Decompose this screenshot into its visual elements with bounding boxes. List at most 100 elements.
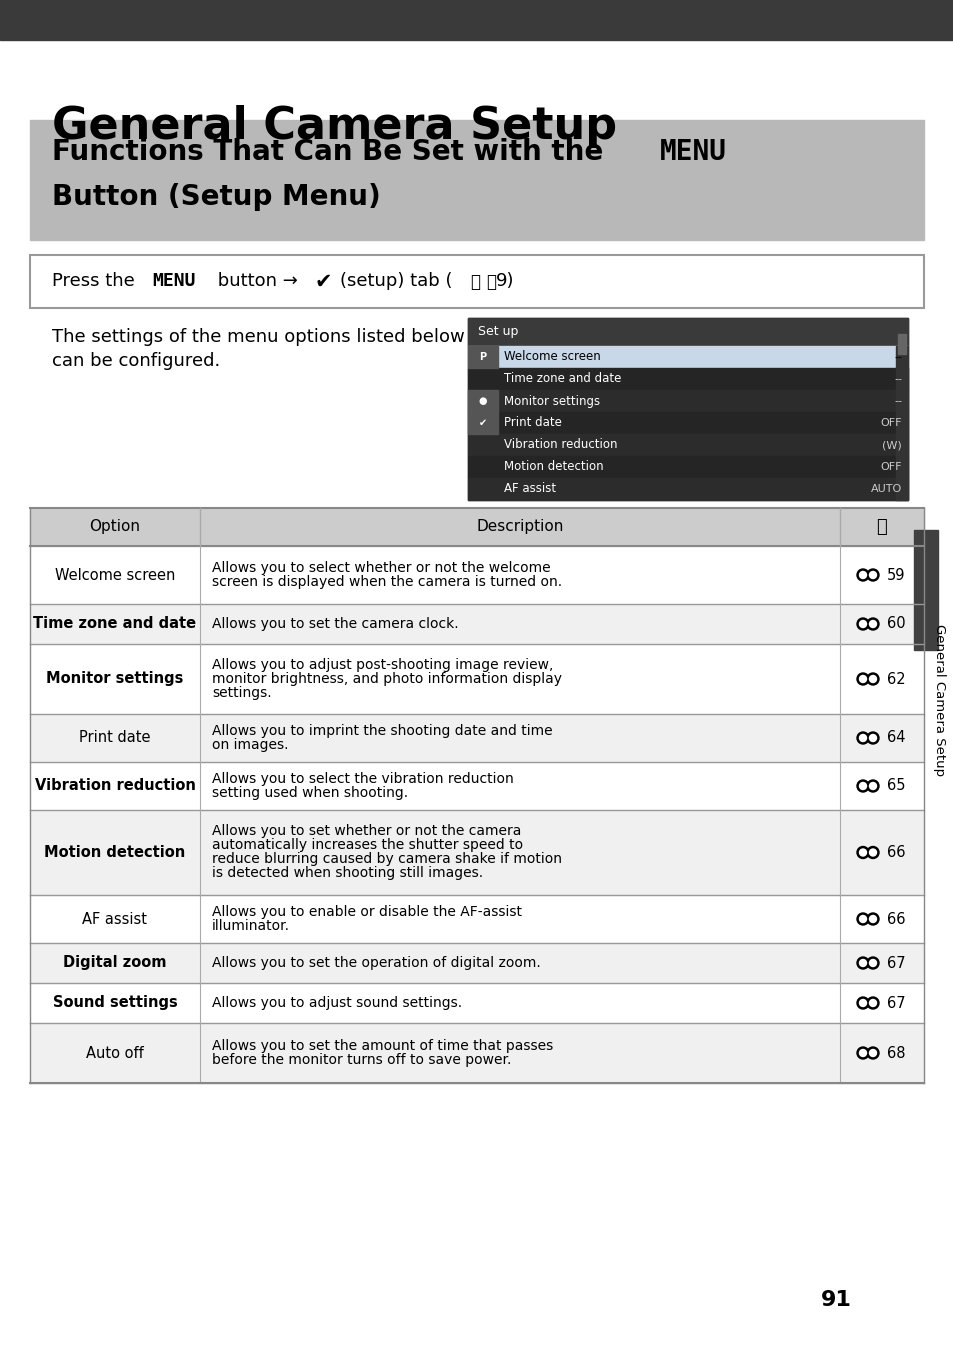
Text: AUTO: AUTO: [870, 484, 901, 494]
Text: on images.: on images.: [212, 738, 288, 752]
Circle shape: [859, 734, 865, 741]
Text: Allows you to adjust sound settings.: Allows you to adjust sound settings.: [212, 997, 461, 1010]
Circle shape: [868, 849, 876, 855]
Circle shape: [868, 959, 876, 967]
Text: Print date: Print date: [79, 730, 151, 745]
Text: Description: Description: [476, 519, 563, 534]
Bar: [865, 1050, 869, 1054]
Text: 64: 64: [886, 730, 904, 745]
Text: General Camera Setup: General Camera Setup: [52, 105, 617, 148]
Circle shape: [856, 732, 868, 744]
Bar: [897, 334, 905, 354]
Bar: [468, 346, 907, 369]
Text: Allows you to select whether or not the welcome: Allows you to select whether or not the …: [212, 561, 550, 576]
Text: General Camera Setup: General Camera Setup: [933, 624, 945, 776]
Text: Digital zoom: Digital zoom: [63, 955, 167, 971]
Bar: [0, 0, 953, 40]
Circle shape: [856, 569, 868, 581]
Text: 62: 62: [886, 671, 904, 686]
Text: OFF: OFF: [880, 418, 901, 428]
Text: 9): 9): [496, 273, 514, 291]
Circle shape: [866, 617, 878, 629]
Text: Button (Setup Menu): Button (Setup Menu): [52, 183, 380, 211]
Text: Option: Option: [90, 519, 140, 534]
Text: Time zone and date: Time zone and date: [503, 373, 620, 386]
Bar: [30, 508, 923, 546]
Text: ⧈: ⧈: [470, 273, 479, 291]
Text: ✔: ✔: [314, 272, 333, 292]
Text: Vibration reduction: Vibration reduction: [503, 438, 617, 452]
Text: MENU: MENU: [152, 273, 195, 291]
Bar: [468, 412, 497, 434]
Text: Allows you to imprint the shooting date and time: Allows you to imprint the shooting date …: [212, 724, 552, 738]
Circle shape: [868, 1049, 876, 1057]
Text: P: P: [479, 352, 486, 362]
Bar: [468, 456, 907, 477]
Text: 59: 59: [886, 568, 904, 582]
Text: 📖: 📖: [876, 518, 886, 537]
Circle shape: [866, 732, 878, 744]
Bar: [30, 604, 923, 644]
Text: --: --: [893, 374, 901, 385]
Bar: [865, 621, 869, 625]
Text: AF assist: AF assist: [503, 483, 556, 495]
Bar: [865, 677, 869, 681]
Text: Time zone and date: Time zone and date: [33, 616, 196, 632]
Text: ✔: ✔: [478, 418, 487, 428]
Circle shape: [859, 916, 865, 923]
Text: Vibration reduction: Vibration reduction: [34, 779, 195, 794]
Text: illuminator.: illuminator.: [212, 919, 290, 933]
Text: automatically increases the shutter speed to: automatically increases the shutter spee…: [212, 838, 522, 853]
Circle shape: [868, 783, 876, 790]
Circle shape: [856, 958, 868, 968]
Text: Set up: Set up: [477, 325, 517, 339]
Text: Allows you to enable or disable the AF-assist: Allows you to enable or disable the AF-a…: [212, 905, 521, 919]
Bar: [468, 317, 907, 346]
Text: Allows you to set the operation of digital zoom.: Allows you to set the operation of digit…: [212, 956, 540, 970]
Bar: [30, 120, 923, 239]
Circle shape: [866, 780, 878, 792]
Text: Print date: Print date: [503, 417, 561, 429]
Text: Allows you to adjust post-shooting image review,: Allows you to adjust post-shooting image…: [212, 658, 553, 672]
Text: Allows you to set the amount of time that passes: Allows you to set the amount of time tha…: [212, 1038, 553, 1053]
Bar: [30, 810, 923, 894]
Bar: [30, 1024, 923, 1083]
Circle shape: [866, 672, 878, 685]
Text: Auto off: Auto off: [86, 1045, 144, 1060]
Bar: [913, 530, 937, 650]
Text: is detected when shooting still images.: is detected when shooting still images.: [212, 866, 482, 881]
Text: (setup) tab (: (setup) tab (: [339, 273, 452, 291]
Text: 67: 67: [886, 955, 904, 971]
Circle shape: [856, 913, 868, 925]
Bar: [30, 943, 923, 983]
Circle shape: [866, 997, 878, 1009]
Circle shape: [856, 780, 868, 792]
Text: Welcome screen: Welcome screen: [54, 568, 175, 582]
Text: --: --: [893, 352, 901, 362]
Text: reduce blurring caused by camera shake if motion: reduce blurring caused by camera shake i…: [212, 853, 561, 866]
Circle shape: [859, 849, 865, 855]
Circle shape: [868, 916, 876, 923]
Circle shape: [866, 1046, 878, 1059]
Bar: [865, 960, 869, 964]
Text: can be configured.: can be configured.: [52, 352, 220, 370]
Circle shape: [856, 672, 868, 685]
Text: OFF: OFF: [880, 461, 901, 472]
FancyBboxPatch shape: [30, 256, 923, 308]
Text: Functions That Can Be Set with the: Functions That Can Be Set with the: [52, 139, 612, 165]
Bar: [468, 434, 907, 456]
Text: Sound settings: Sound settings: [52, 995, 177, 1010]
Circle shape: [866, 569, 878, 581]
Circle shape: [866, 846, 878, 858]
Bar: [30, 714, 923, 763]
Bar: [895, 346, 907, 500]
Text: monitor brightness, and photo information display: monitor brightness, and photo informatio…: [212, 672, 561, 686]
Bar: [468, 317, 907, 500]
Text: Welcome screen: Welcome screen: [503, 351, 600, 363]
Text: 66: 66: [886, 845, 904, 859]
Text: before the monitor turns off to save power.: before the monitor turns off to save pow…: [212, 1053, 511, 1067]
Circle shape: [868, 572, 876, 578]
Text: setting used when shooting.: setting used when shooting.: [212, 785, 408, 800]
Bar: [468, 477, 907, 500]
Text: Allows you to set whether or not the camera: Allows you to set whether or not the cam…: [212, 824, 521, 838]
